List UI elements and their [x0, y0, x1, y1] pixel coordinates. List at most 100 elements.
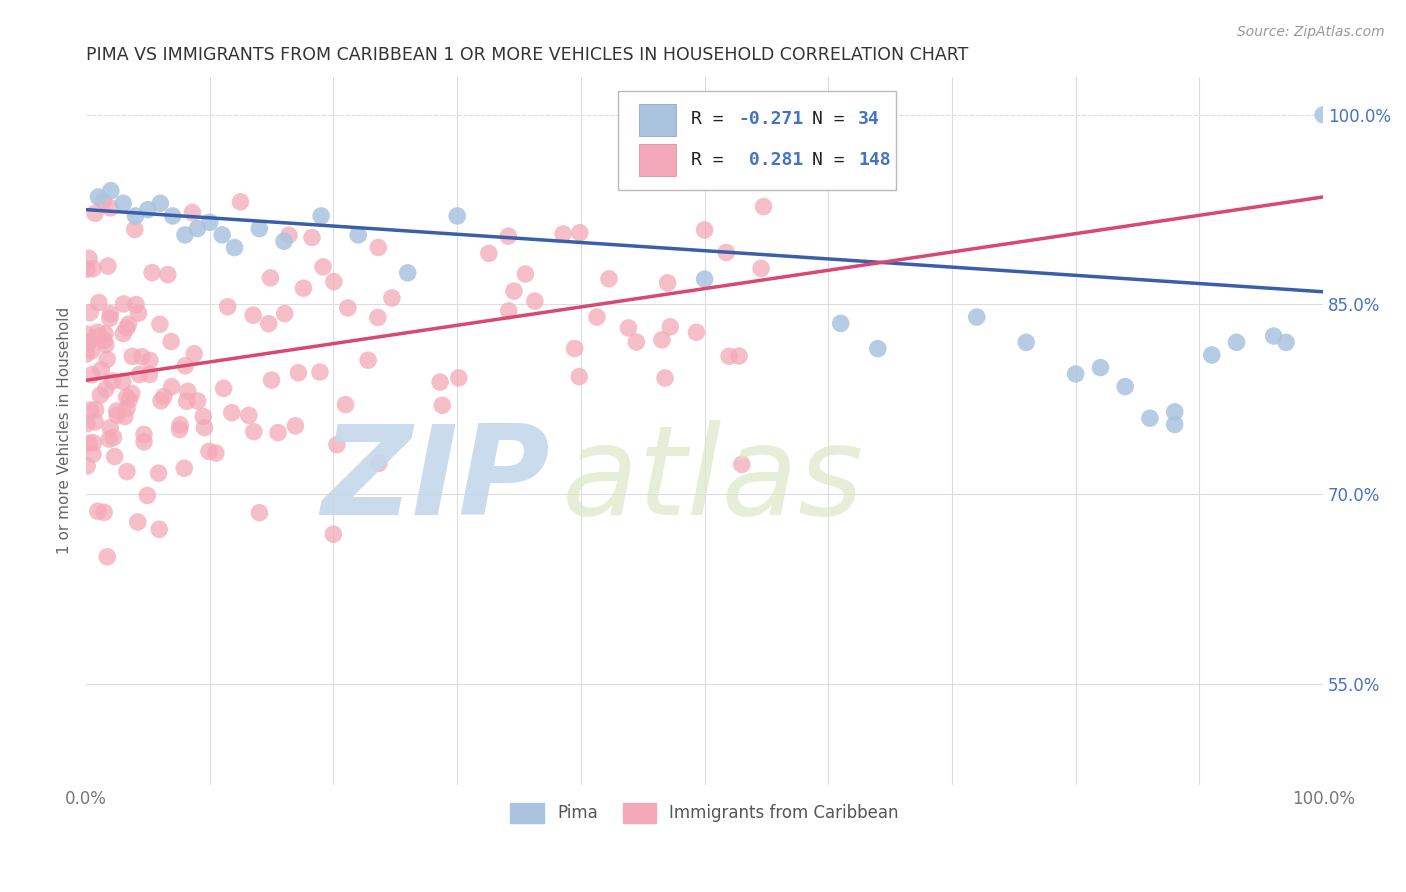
Point: [84, 415, 107, 429]
Point: [243, 425, 266, 439]
Point: [693, 223, 716, 237]
Point: [112, 196, 135, 211]
Point: [128, 368, 150, 382]
Point: [229, 194, 252, 209]
Text: R =: R =: [690, 111, 724, 128]
Point: [136, 488, 159, 502]
Point: [322, 527, 344, 541]
Point: [97, 259, 120, 273]
Point: [447, 371, 470, 385]
Point: [183, 347, 205, 361]
Point: [367, 240, 389, 254]
Point: [98, 311, 121, 326]
Point: [1275, 335, 1298, 350]
Point: [273, 234, 295, 248]
Point: [149, 318, 172, 332]
Point: [1064, 367, 1087, 381]
Point: [1312, 108, 1334, 122]
Point: [98, 432, 121, 446]
Point: [150, 393, 173, 408]
Point: [125, 297, 148, 311]
Point: [132, 434, 155, 449]
Point: [75, 347, 97, 361]
Point: [749, 261, 772, 276]
Point: [84, 206, 107, 220]
Point: [301, 230, 323, 244]
Point: [177, 384, 200, 399]
Point: [115, 401, 138, 416]
Point: [830, 317, 852, 331]
Point: [1015, 335, 1038, 350]
Point: [257, 317, 280, 331]
Point: [357, 353, 380, 368]
Point: [156, 268, 179, 282]
Point: [659, 319, 682, 334]
Point: [94, 337, 117, 351]
Point: [82, 435, 104, 450]
Point: [79, 306, 101, 320]
Point: [101, 374, 124, 388]
Point: [367, 456, 389, 470]
Point: [586, 310, 609, 324]
Point: [115, 321, 138, 335]
Point: [564, 342, 586, 356]
Point: [174, 359, 197, 373]
Point: [478, 246, 501, 260]
Point: [626, 334, 648, 349]
Point: [115, 465, 138, 479]
Point: [278, 228, 301, 243]
Point: [98, 307, 121, 321]
Point: [381, 291, 404, 305]
Point: [312, 260, 335, 274]
Point: [224, 241, 246, 255]
Point: [160, 380, 183, 394]
Point: [238, 409, 260, 423]
FancyBboxPatch shape: [640, 145, 676, 176]
Point: [1163, 417, 1185, 432]
Point: [136, 202, 159, 217]
Point: [247, 221, 270, 235]
Point: [87, 504, 110, 518]
Point: [347, 227, 370, 242]
FancyBboxPatch shape: [640, 103, 676, 136]
Point: [117, 317, 139, 331]
Point: [160, 334, 183, 349]
Point: [598, 272, 620, 286]
Point: [173, 461, 195, 475]
Point: [174, 227, 197, 242]
Point: [127, 515, 149, 529]
Point: [657, 276, 679, 290]
Point: [124, 209, 146, 223]
Point: [138, 368, 160, 382]
Point: [139, 353, 162, 368]
Point: [149, 196, 172, 211]
Point: [260, 373, 283, 387]
Point: [100, 201, 122, 215]
Point: [446, 209, 468, 223]
Point: [111, 375, 134, 389]
Point: [568, 226, 591, 240]
Point: [429, 375, 451, 389]
Point: [651, 333, 673, 347]
Point: [169, 417, 191, 432]
Point: [259, 271, 281, 285]
Y-axis label: 1 or more Vehicles in Household: 1 or more Vehicles in Household: [58, 307, 72, 555]
Point: [523, 294, 546, 309]
Point: [731, 458, 754, 472]
Point: [77, 436, 100, 450]
Point: [693, 272, 716, 286]
Point: [267, 425, 290, 440]
Point: [93, 505, 115, 519]
Point: [115, 390, 138, 404]
Text: PIMA VS IMMIGRANTS FROM CARIBBEAN 1 OR MORE VEHICLES IN HOUSEHOLD CORRELATION CH: PIMA VS IMMIGRANTS FROM CARIBBEAN 1 OR M…: [86, 46, 969, 64]
Point: [966, 310, 988, 324]
Point: [84, 402, 107, 417]
Text: N =: N =: [813, 111, 845, 128]
Point: [124, 222, 146, 236]
Point: [866, 342, 889, 356]
Point: [186, 221, 208, 235]
Point: [148, 522, 170, 536]
Point: [103, 430, 125, 444]
Text: 148: 148: [858, 151, 890, 169]
Point: [212, 381, 235, 395]
